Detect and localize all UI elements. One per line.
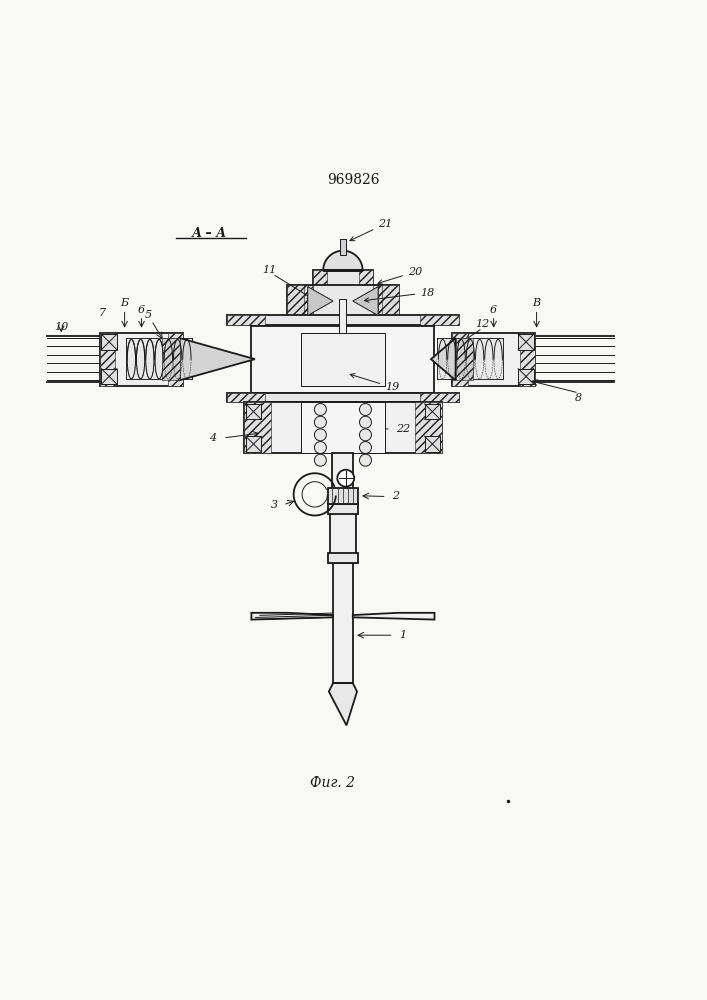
Bar [518, 334, 534, 350]
Bar [452, 333, 535, 386]
Bar [245, 402, 271, 453]
Text: 21: 21 [350, 219, 392, 241]
Circle shape [359, 416, 371, 428]
Text: А – А: А – А [192, 227, 227, 240]
Bar [227, 393, 265, 402]
Bar [300, 333, 385, 386]
Text: 11: 11 [262, 265, 276, 275]
Polygon shape [308, 287, 333, 315]
Bar [227, 315, 265, 325]
Text: 8: 8 [575, 393, 583, 403]
Bar [168, 333, 183, 386]
Bar [425, 436, 440, 452]
Polygon shape [180, 338, 255, 380]
Text: 19: 19 [350, 374, 399, 392]
Text: 1: 1 [399, 630, 407, 640]
Text: Фиг. 2: Фиг. 2 [310, 776, 355, 790]
Circle shape [315, 404, 327, 415]
Text: 969826: 969826 [327, 173, 380, 187]
Bar [438, 339, 503, 379]
Bar [162, 338, 180, 380]
Polygon shape [252, 613, 333, 620]
Bar [252, 326, 435, 393]
Bar [286, 285, 308, 317]
Bar [340, 239, 346, 255]
Text: B: B [532, 298, 541, 308]
Circle shape [315, 442, 327, 454]
Bar [127, 339, 192, 379]
Bar [373, 285, 382, 317]
Bar [520, 333, 535, 386]
Text: 6: 6 [490, 305, 497, 315]
Polygon shape [431, 338, 455, 380]
Circle shape [337, 470, 354, 487]
Text: 3: 3 [270, 500, 277, 510]
Polygon shape [323, 251, 363, 270]
Circle shape [315, 416, 327, 428]
Bar [328, 488, 358, 504]
Bar [328, 553, 358, 563]
Bar [358, 270, 373, 299]
Bar [421, 393, 459, 402]
Bar [378, 285, 399, 317]
Bar [101, 334, 117, 350]
Text: 7: 7 [98, 308, 105, 318]
Text: Б: Б [121, 298, 129, 308]
Circle shape [315, 454, 327, 466]
Circle shape [359, 404, 371, 415]
Polygon shape [329, 683, 357, 725]
Polygon shape [353, 287, 378, 315]
Text: 5: 5 [144, 310, 151, 320]
Bar [304, 285, 312, 317]
Polygon shape [353, 613, 435, 620]
Circle shape [359, 454, 371, 466]
Bar [300, 402, 385, 453]
Text: 18: 18 [364, 288, 435, 302]
Text: 20: 20 [378, 267, 422, 284]
Text: 4: 4 [209, 433, 216, 443]
Text: 22: 22 [396, 424, 410, 434]
Bar [425, 404, 440, 419]
Circle shape [315, 429, 327, 441]
Bar [227, 315, 459, 325]
Bar [100, 333, 115, 386]
Text: 10: 10 [54, 322, 69, 332]
Circle shape [359, 429, 371, 441]
Bar [246, 436, 262, 452]
Bar [246, 404, 262, 419]
Bar [330, 506, 356, 563]
Text: 6: 6 [138, 305, 145, 315]
Bar [328, 504, 358, 514]
Bar [415, 402, 442, 453]
Text: 12: 12 [475, 319, 489, 329]
Bar [245, 402, 442, 453]
Bar [333, 563, 353, 683]
Bar [101, 369, 117, 384]
Bar [313, 270, 327, 299]
Text: 2: 2 [392, 491, 399, 501]
Bar [455, 338, 473, 380]
Bar [332, 453, 354, 507]
Bar [452, 333, 467, 386]
Bar [227, 393, 459, 402]
Bar [100, 333, 183, 386]
Bar [313, 270, 373, 299]
Bar [339, 299, 346, 384]
Bar [421, 315, 459, 325]
Circle shape [359, 442, 371, 454]
Bar [518, 369, 534, 384]
Bar [286, 285, 399, 317]
